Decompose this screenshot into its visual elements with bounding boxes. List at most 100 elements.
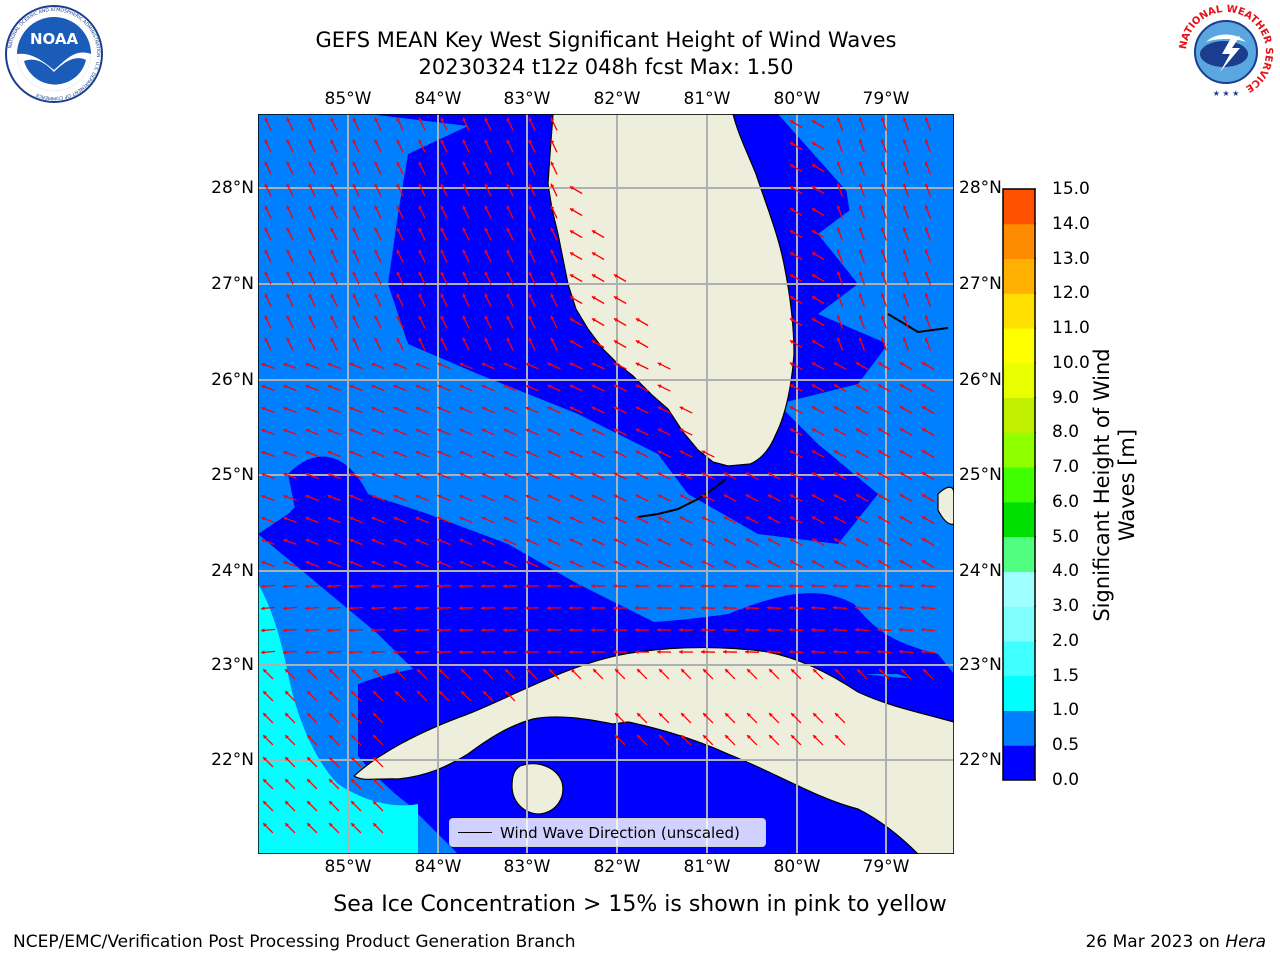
wave-direction-arrowhead	[769, 735, 773, 739]
wave-direction-arrowhead	[327, 584, 331, 589]
wave-direction-arrowhead	[855, 583, 859, 588]
wave-direction-arrowhead	[349, 538, 354, 543]
wave-direction-arrowhead	[679, 516, 684, 521]
wave-direction-arrowhead	[371, 584, 375, 589]
wave-direction-arrowhead	[264, 271, 269, 276]
wave-direction-arrowhead	[525, 516, 530, 521]
wave-direction-arrowhead	[264, 315, 269, 320]
wave-direction-arrowhead	[329, 823, 333, 827]
wave-direction-arrowhead	[352, 205, 357, 210]
wave-direction-arrowhead	[591, 472, 596, 477]
lon-tick-bottom-83w: 83°W	[503, 857, 551, 877]
wave-direction-arrowhead	[569, 340, 574, 344]
wave-direction-arrowhead	[921, 538, 926, 542]
wave-direction-arrowhead	[418, 183, 423, 188]
wave-direction-arrowhead	[569, 606, 573, 611]
wave-direction-arrowhead	[327, 494, 332, 499]
lon-tick-bottom-79w: 79°W	[862, 857, 910, 877]
wave-direction-arrowhead	[481, 584, 485, 589]
wave-direction-arrowhead	[880, 205, 885, 210]
wave-direction-arrowhead	[836, 227, 841, 232]
lon-tick-bottom-81w: 81°W	[683, 857, 731, 877]
wave-direction-arrowhead	[462, 205, 467, 210]
wave-direction-arrowhead	[902, 117, 907, 122]
wave-direction-arrowhead	[813, 669, 817, 673]
wave-direction-arrowhead	[307, 757, 311, 761]
wave-direction-arrowhead	[635, 340, 640, 344]
wave-direction-arrowhead	[329, 735, 333, 739]
wave-direction-arrowhead	[261, 406, 266, 411]
wave-direction-arrowhead	[811, 384, 816, 389]
wave-direction-arrowhead	[811, 142, 816, 146]
wave-direction-arrowhead	[767, 649, 771, 654]
wave-direction-arrowhead	[285, 823, 289, 827]
wave-direction-arrowhead	[528, 117, 533, 122]
wave-direction-arrowhead	[308, 293, 313, 298]
wave-direction-arrowhead	[547, 494, 552, 499]
wave-direction-arrowhead	[789, 274, 794, 278]
wave-direction-arrowhead	[374, 139, 379, 144]
wave-direction-arrowhead	[352, 337, 357, 342]
wave-direction-arrowhead	[813, 735, 817, 739]
wave-direction-arrowhead	[285, 735, 289, 739]
wave-direction-arrowhead	[528, 337, 533, 342]
wave-direction-arrowhead	[503, 406, 508, 411]
wave-direction-arrowhead	[506, 117, 511, 122]
wave-direction-arrowhead	[747, 669, 751, 673]
wave-direction-arrowhead	[396, 227, 401, 232]
wave-direction-arrowhead	[902, 227, 907, 232]
wave-direction-arrowhead	[505, 669, 509, 673]
wave-direction-arrowhead	[261, 384, 266, 389]
colorbar-segment	[1003, 536, 1035, 572]
colorbar-segment	[1003, 745, 1035, 781]
colorbar-segment	[1003, 606, 1035, 642]
wave-direction-arrowhead	[835, 735, 839, 739]
lat-tick-right-28n: 28°N	[959, 178, 1002, 198]
wave-direction-arrowhead	[263, 823, 267, 827]
wave-direction-arrowhead	[811, 186, 816, 190]
wave-direction-arrowhead	[833, 538, 838, 543]
wave-direction-arrowhead	[393, 406, 398, 411]
wave-direction-arrowhead	[528, 315, 533, 320]
wave-direction-arrowhead	[305, 560, 310, 565]
wave-direction-arrowhead	[657, 516, 662, 521]
wave-direction-arrowhead	[283, 494, 288, 499]
lon-tick-top-83w: 83°W	[503, 89, 551, 109]
wave-direction-arrowhead	[263, 691, 267, 695]
wave-direction-arrowhead	[635, 384, 640, 389]
wave-direction-arrowhead	[418, 227, 423, 232]
wave-direction-arrowhead	[921, 384, 926, 388]
wave-direction-arrowhead	[393, 584, 397, 589]
lat-tick-right-22n: 22°N	[959, 750, 1002, 770]
wave-direction-arrowhead	[811, 230, 816, 234]
wave-direction-arrowhead	[286, 183, 291, 188]
wave-direction-arrowhead	[393, 362, 398, 367]
wave-direction-arrowhead	[481, 406, 486, 411]
wave-direction-arrowhead	[462, 183, 467, 188]
svg-text:★ ★ ★: ★ ★ ★	[1213, 89, 1240, 98]
wave-direction-arrowhead	[305, 606, 309, 611]
wave-direction-arrowhead	[439, 669, 443, 673]
wave-direction-arrowhead	[877, 494, 882, 499]
wave-direction-arrowhead	[723, 583, 727, 588]
wave-direction-arrowhead	[921, 605, 925, 610]
wave-direction-arrowhead	[330, 161, 335, 166]
wave-direction-arrowhead	[701, 516, 706, 521]
wave-direction-arrowhead	[613, 560, 618, 565]
wave-direction-arrowhead	[484, 161, 489, 166]
wave-direction-arrowhead	[261, 516, 266, 521]
wave-direction-arrowhead	[591, 605, 595, 611]
wave-direction-arrowhead	[591, 560, 596, 565]
wave-direction-arrowhead	[569, 252, 574, 256]
wave-direction-arrowhead	[902, 315, 907, 320]
wave-direction-arrowhead	[789, 538, 794, 543]
wave-direction-arrowhead	[789, 516, 794, 521]
wave-direction-arrowhead	[833, 472, 838, 477]
wave-direction-arrowhead	[307, 735, 311, 739]
wave-direction-arrowhead	[745, 605, 749, 610]
wave-direction-arrowhead	[547, 650, 551, 655]
wave-direction-arrowhead	[833, 494, 838, 499]
wave-direction-arrowhead	[902, 161, 907, 166]
wave-direction-arrowhead	[374, 183, 379, 188]
wave-direction-arrowhead	[858, 139, 863, 144]
